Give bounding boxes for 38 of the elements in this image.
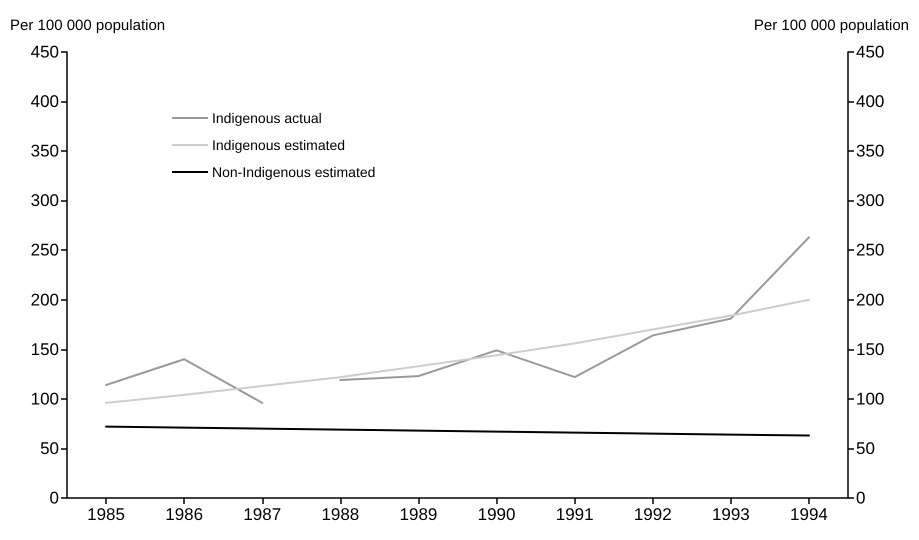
- y2-tick-label: 100: [856, 389, 884, 408]
- x-tick-label: 1991: [556, 505, 594, 524]
- y-tick-label: 350: [30, 142, 59, 161]
- y-tick-label: 200: [30, 290, 59, 310]
- y-tick-label: 450: [30, 42, 59, 62]
- legend-label: Indigenous estimated: [212, 136, 346, 152]
- legend-label: Indigenous actual: [212, 110, 322, 126]
- y-tick-label: 400: [30, 92, 59, 112]
- x-tick-label: 1994: [790, 505, 828, 524]
- x-tick-label: 1988: [321, 505, 360, 524]
- y2-tick-label: 150: [856, 340, 884, 359]
- x-tick-label: 1992: [634, 505, 672, 524]
- legend-label: Non-Indigenous estimated: [212, 164, 376, 180]
- y-tick-label: 300: [30, 191, 59, 210]
- y-tick-label: 150: [30, 340, 59, 359]
- y2-tick-label: 0: [856, 488, 866, 508]
- y-tick-label: 100: [30, 389, 59, 408]
- y2-tick-label: 450: [856, 42, 884, 62]
- line-series: [105, 426, 810, 437]
- y2-axis-title: Per 100 000 population: [754, 17, 910, 34]
- x-tick-label: 1986: [165, 505, 204, 524]
- y-axis-title: Per 100 000 population: [10, 17, 166, 34]
- y2-tick-label: 50: [856, 438, 875, 458]
- y2-tick-label: 250: [856, 240, 884, 260]
- y2-tick-label: 200: [856, 290, 884, 310]
- y-tick-label: 0: [50, 488, 59, 508]
- x-tick-label: 1985: [87, 505, 125, 524]
- line-series: [105, 298, 810, 404]
- y2-tick-label: 300: [856, 191, 884, 210]
- line-series: [339, 236, 810, 382]
- y2-tick-label: 350: [856, 142, 884, 161]
- x-tick-label: 1990: [478, 505, 516, 524]
- y-tick-label: 50: [40, 438, 59, 458]
- x-tick-label: 1993: [712, 505, 750, 524]
- x-tick-label: 1987: [243, 505, 282, 524]
- y-tick-label: 250: [30, 240, 59, 260]
- y2-tick-label: 400: [856, 92, 884, 112]
- x-tick-label: 1989: [400, 505, 438, 524]
